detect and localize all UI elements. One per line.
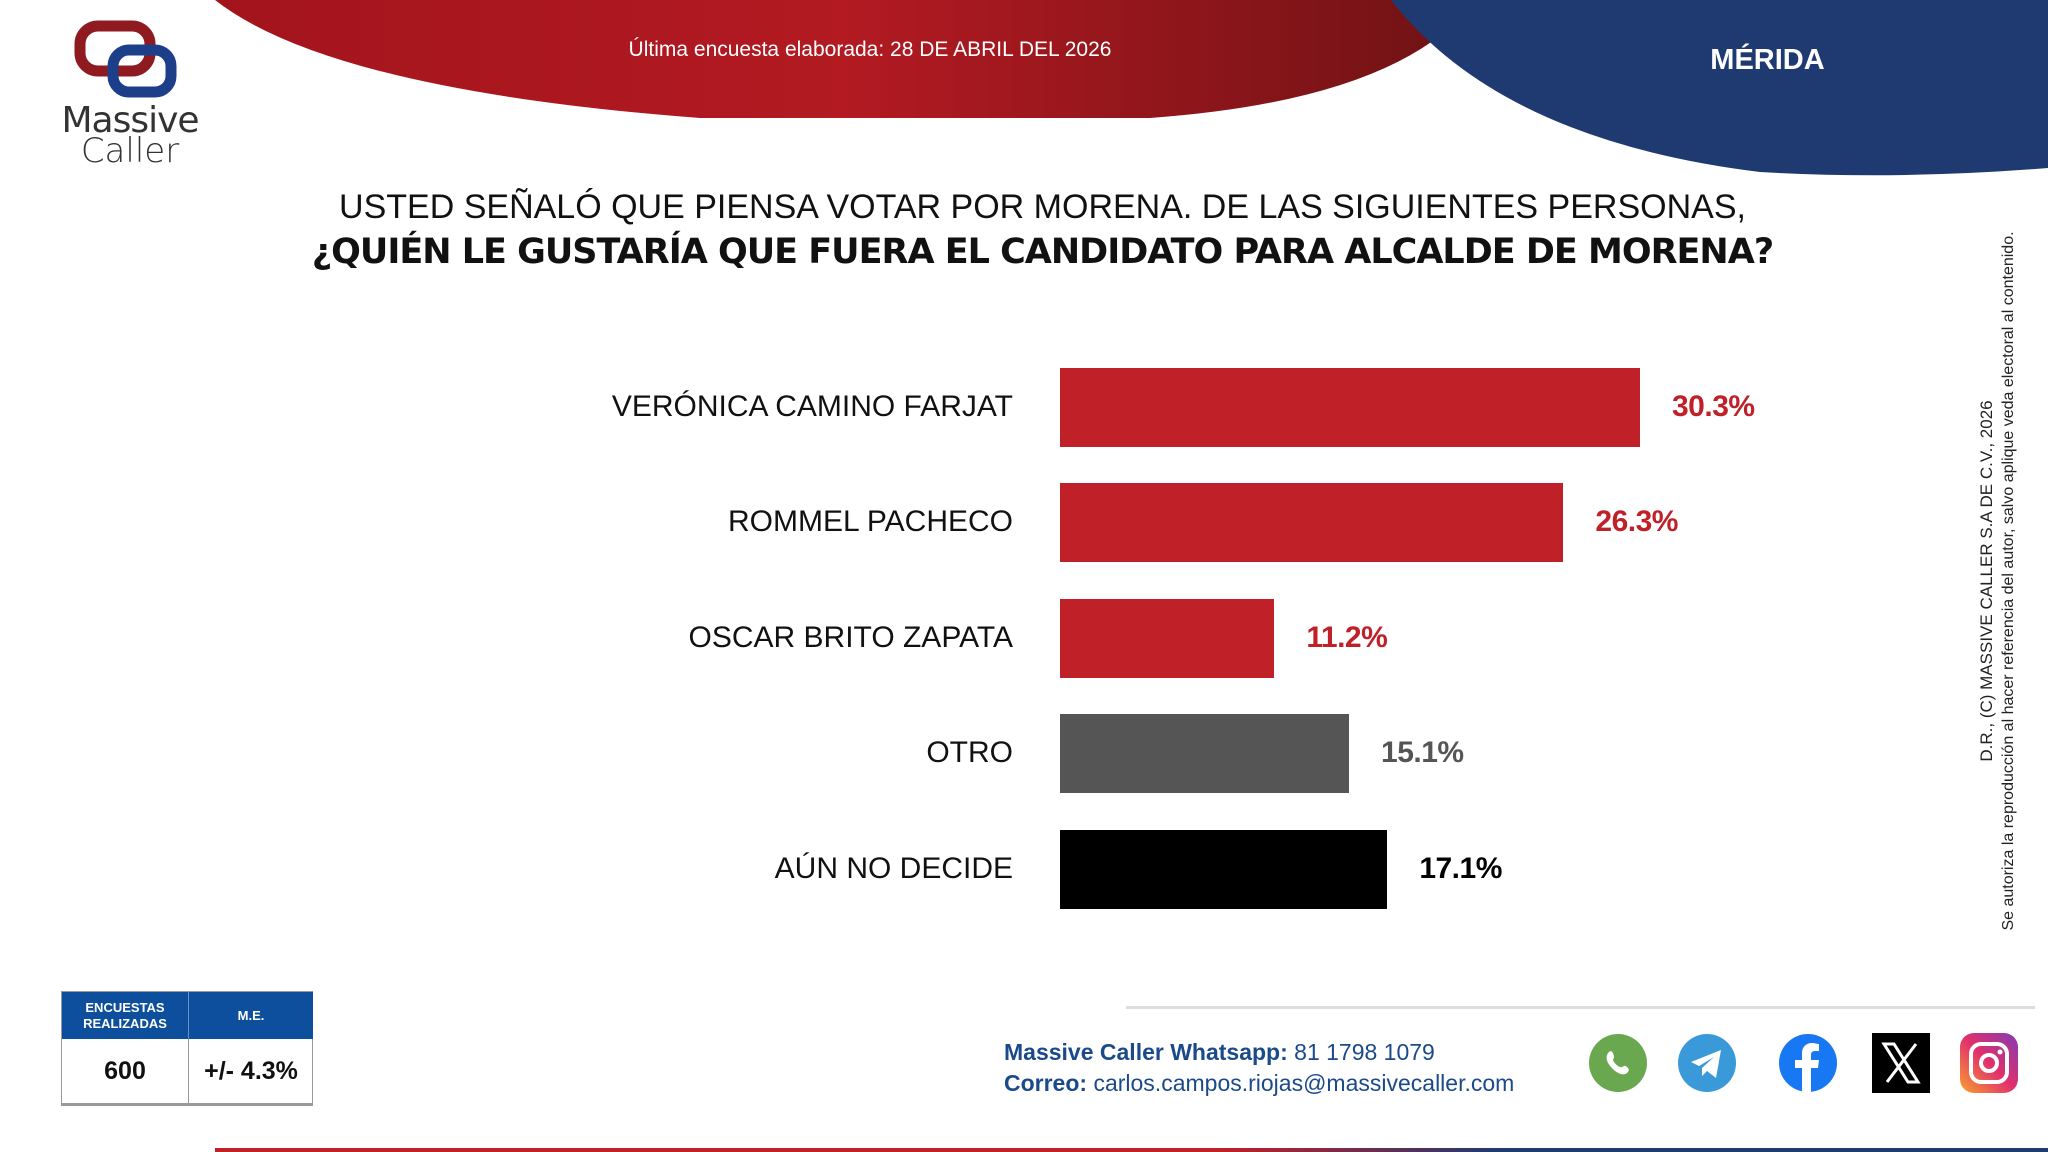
- survey-date: Última encuesta elaborada: 28 DE ABRIL D…: [628, 38, 1112, 61]
- bar: [1060, 714, 1350, 793]
- facebook-icon[interactable]: [1777, 1030, 1839, 1096]
- email-label: Correo:: [1004, 1070, 1088, 1096]
- telegram-icon[interactable]: [1676, 1030, 1738, 1096]
- instagram-icon[interactable]: [1958, 1030, 2020, 1096]
- bar: [1060, 368, 1640, 447]
- contact-info: Massive Caller Whatsapp: 81 1798 1079 Co…: [1004, 1037, 1514, 1099]
- x-icon[interactable]: [1870, 1030, 1932, 1096]
- surveys-header: ENCUESTAS REALIZADAS: [62, 992, 188, 1039]
- whatsapp-label: Massive Caller Whatsapp:: [1004, 1039, 1288, 1065]
- copyright-line-2: Se autoriza la reproducción al hacer ref…: [2000, 231, 2017, 931]
- question-line-1: USTED SEÑALÓ QUE PIENSA VOTAR POR MORENA…: [339, 188, 1746, 226]
- email-address[interactable]: carlos.campos.riojas@massivecaller.com: [1093, 1070, 1515, 1096]
- bar: [1060, 483, 1564, 562]
- whatsapp-number: 81 1798 1079: [1294, 1039, 1435, 1065]
- copyright-line-1: D.R., (C) MASSIVE CALLER S.A DE C.V., 20…: [1977, 400, 1996, 762]
- question-line-2: ¿QUIÉN LE GUSTARÍA QUE FUERA EL CANDIDAT…: [311, 232, 1774, 272]
- value-label: 17.1%: [1419, 852, 1502, 885]
- value-label: 30.3%: [1672, 390, 1755, 423]
- value-label: 26.3%: [1595, 505, 1678, 538]
- category-label: VERÓNICA CAMINO FARJAT: [611, 390, 1013, 423]
- survey-stats-table: ENCUESTAS REALIZADAS M.E. 600 +/- 4.3%: [61, 991, 313, 1106]
- surveys-value: 600: [104, 1057, 146, 1085]
- category-label: ROMMEL PACHECO: [727, 505, 1013, 538]
- logo-bubbles-icon: [74, 20, 177, 98]
- bar: [1060, 599, 1275, 678]
- divider: [1126, 1006, 2035, 1009]
- logo-text-massive: Massive: [61, 100, 199, 141]
- bar: [1060, 830, 1388, 909]
- me-value: +/- 4.3%: [188, 1039, 313, 1104]
- logo-text-caller: Caller: [80, 131, 180, 171]
- red-header-shape: [215, 0, 1476, 118]
- city-label: MÉRIDA: [1710, 44, 1825, 76]
- category-label: AÚN NO DECIDE: [774, 852, 1013, 885]
- whatsapp-icon[interactable]: [1587, 1030, 1649, 1096]
- header-banner: [215, 0, 2048, 176]
- category-label: OTRO: [926, 736, 1013, 769]
- massive-caller-logo: Massive Caller: [55, 20, 205, 171]
- me-header: M.E.: [188, 992, 313, 1039]
- value-label: 15.1%: [1381, 736, 1464, 769]
- bottom-line: [215, 1148, 2048, 1152]
- value-label: 11.2%: [1306, 621, 1388, 654]
- blue-header-shape: [1391, 0, 2048, 176]
- category-label: OSCAR BRITO ZAPATA: [688, 621, 1014, 654]
